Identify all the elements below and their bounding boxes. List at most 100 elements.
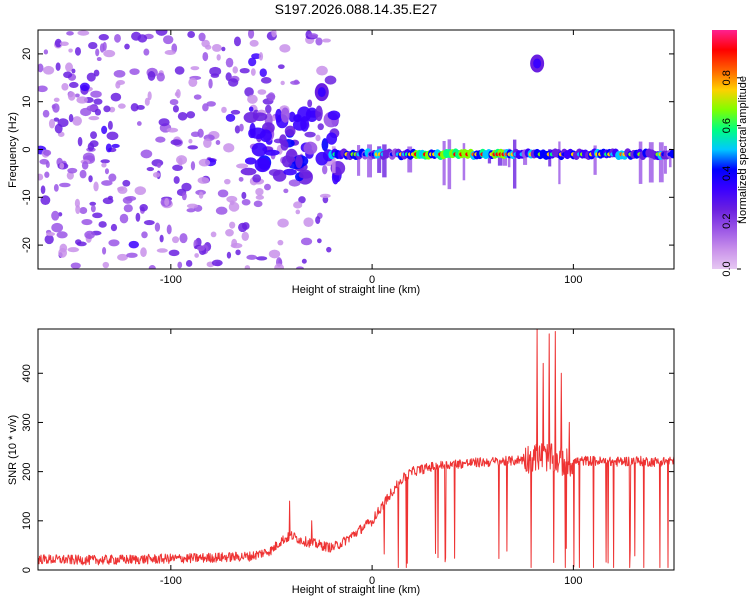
heatmap-cell xyxy=(315,37,323,46)
heatmap-cell xyxy=(593,145,597,175)
heatmap-cell xyxy=(208,78,213,89)
heatmap-cell xyxy=(43,149,52,156)
heatmap-cell xyxy=(93,98,103,105)
heatmap-cell xyxy=(253,200,263,208)
heatmap-cell xyxy=(93,181,99,192)
heatmap-cell xyxy=(190,161,196,171)
heatmap-cell xyxy=(48,118,55,129)
heatmap-cell xyxy=(246,254,258,260)
heatmap-cell xyxy=(377,146,382,173)
heatmap-cell xyxy=(250,68,256,76)
heatmap-cell xyxy=(244,157,257,165)
heatmap-cell xyxy=(663,145,667,174)
heatmap-cell xyxy=(248,57,257,67)
heatmap-cell xyxy=(51,222,64,233)
heatmap-cell xyxy=(141,231,148,239)
heatmap-cell xyxy=(159,234,164,243)
heatmap-cell xyxy=(298,196,306,204)
heatmap-cell xyxy=(319,193,331,199)
spectrogram-y-tick-label: 10 xyxy=(21,96,33,108)
heatmap-cell xyxy=(303,141,318,155)
heatmap-cell xyxy=(331,146,336,173)
heatmap-cell xyxy=(156,248,168,253)
heatmap-cell xyxy=(40,185,46,195)
heatmap-cell xyxy=(202,103,209,112)
snr-y-tick-label: 300 xyxy=(21,413,33,431)
heatmap-cell xyxy=(103,105,111,113)
colorbar-tick-label: 0.0 xyxy=(721,261,733,276)
heatmap-cell xyxy=(124,43,130,50)
heatmap-cell xyxy=(216,54,221,61)
heatmap-cell xyxy=(259,129,272,143)
heatmap-cell xyxy=(89,201,97,206)
heatmap-cell xyxy=(88,41,98,50)
heatmap-cell xyxy=(201,39,210,48)
heatmap-cell xyxy=(317,87,326,98)
spectrogram-x-tick-label: 0 xyxy=(369,274,375,286)
heatmap-cell xyxy=(88,175,93,183)
heatmap-cell xyxy=(45,160,50,169)
spectrogram-x-tick-label: 100 xyxy=(564,274,582,286)
heatmap-cell xyxy=(66,31,74,36)
heatmap-cell xyxy=(45,232,56,237)
heatmap-cell xyxy=(170,139,182,146)
heatmap-cell xyxy=(225,113,236,122)
heatmap-cell xyxy=(101,125,108,135)
heatmap-cell xyxy=(146,166,155,172)
heatmap-cell xyxy=(148,265,156,269)
heatmap-cell xyxy=(259,68,267,77)
heatmap-cell xyxy=(238,176,244,182)
heatmap-cell xyxy=(66,171,74,180)
heatmap-cell xyxy=(315,216,321,225)
heatmap-cell xyxy=(638,141,643,184)
heatmap-cell xyxy=(249,39,259,47)
heatmap-cell xyxy=(251,142,268,157)
heatmap-cell xyxy=(298,171,313,179)
colorbar-label: Normalized spectral amplitude xyxy=(737,76,749,224)
heatmap-cell xyxy=(271,30,277,38)
spectrogram-cells xyxy=(38,30,674,269)
heatmap-cell xyxy=(68,113,74,123)
heatmap-cell xyxy=(117,186,125,192)
heatmap-cell xyxy=(190,66,200,71)
heatmap-cell xyxy=(307,99,313,108)
colorbar-tick-label: 0.4 xyxy=(721,166,733,181)
heatmap-cell xyxy=(74,93,80,98)
heatmap-cell xyxy=(125,195,137,201)
heatmap-cell xyxy=(187,31,196,39)
heatmap-cell xyxy=(53,117,60,122)
heatmap-cell xyxy=(324,75,337,85)
heatmap-cell xyxy=(108,173,117,182)
heatmap-cell xyxy=(155,30,168,36)
heatmap-cell xyxy=(558,141,561,185)
heatmap-cell xyxy=(152,171,161,178)
heatmap-cell xyxy=(110,223,118,232)
heatmap-cell xyxy=(61,83,69,91)
heatmap-cell xyxy=(232,66,238,74)
heatmap-cell xyxy=(230,242,243,249)
heatmap-cell xyxy=(315,134,321,142)
heatmap-cell xyxy=(196,245,205,251)
heatmap-cell xyxy=(326,246,332,253)
heatmap-cell xyxy=(203,138,212,148)
heatmap-cell xyxy=(658,142,664,183)
heatmap-cell xyxy=(81,218,93,226)
heatmap-cell xyxy=(254,157,271,173)
colorbar: 0.0 0.2 0.4 0.6 0.8 Normalized spectral ampl… xyxy=(712,30,749,277)
heatmap-cell xyxy=(292,118,307,131)
heatmap-cell xyxy=(59,162,65,169)
heatmap-cell xyxy=(116,80,125,85)
heatmap-cell xyxy=(267,92,276,102)
heatmap-cell xyxy=(194,253,199,258)
heatmap-cell xyxy=(197,128,204,138)
heatmap-cell xyxy=(144,97,150,106)
heatmap-cell xyxy=(104,168,110,175)
heatmap-cell xyxy=(90,205,96,213)
heatmap-cell xyxy=(215,140,221,145)
heatmap-cell xyxy=(129,68,140,75)
heatmap-cell xyxy=(76,96,88,104)
heatmap-cell xyxy=(382,144,387,178)
heatmap-cell xyxy=(172,164,183,171)
heatmap-cell xyxy=(96,57,102,62)
